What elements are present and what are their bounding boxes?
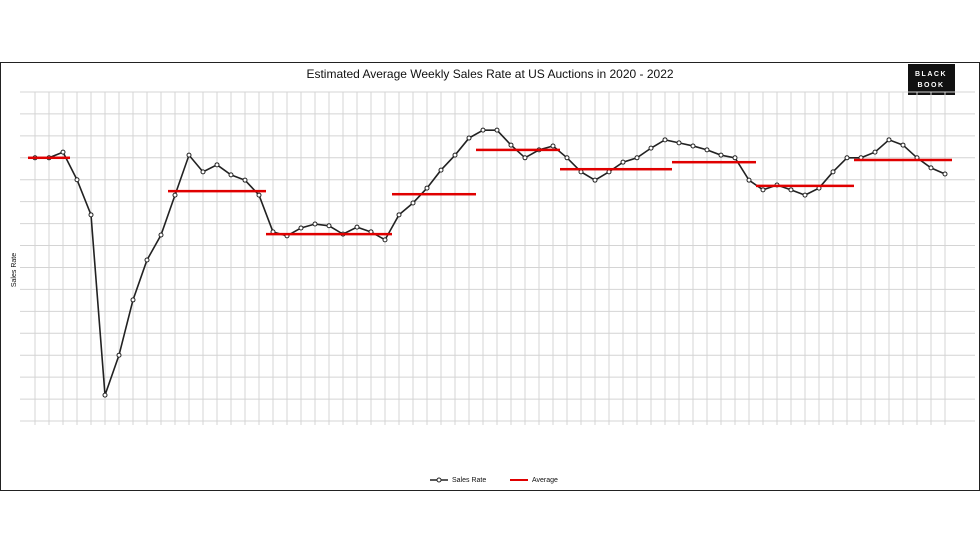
point <box>382 237 388 243</box>
legend-label: Average <box>532 477 558 484</box>
point <box>102 392 108 398</box>
point <box>564 155 570 161</box>
point <box>60 149 66 155</box>
point <box>550 143 556 149</box>
point <box>592 177 598 183</box>
point <box>690 143 696 149</box>
point <box>452 152 458 158</box>
point <box>88 212 94 218</box>
point <box>396 212 402 218</box>
chart-title: Estimated Average Weekly Sales Rate at U… <box>306 67 673 81</box>
point <box>704 147 710 153</box>
logo-text: BLACK <box>915 71 947 78</box>
point <box>634 155 640 161</box>
point <box>172 192 178 198</box>
point <box>788 187 794 193</box>
point <box>872 149 878 155</box>
point <box>228 172 234 178</box>
point <box>214 162 220 168</box>
logo-box <box>908 64 955 95</box>
point <box>648 145 654 151</box>
point <box>508 142 514 148</box>
point <box>676 140 682 146</box>
point <box>844 155 850 161</box>
logo-text: BOOK <box>918 82 945 89</box>
point <box>480 127 486 133</box>
point <box>928 165 934 171</box>
point <box>186 152 192 158</box>
chart-frame <box>0 62 980 491</box>
point <box>158 232 164 238</box>
point <box>732 155 738 161</box>
point <box>900 142 906 148</box>
point <box>620 159 626 165</box>
point <box>494 127 500 133</box>
point <box>662 137 668 143</box>
point <box>424 185 430 191</box>
legend-marker <box>436 477 442 483</box>
point <box>130 297 136 303</box>
point <box>438 167 444 173</box>
point <box>298 225 304 231</box>
point <box>466 135 472 141</box>
point <box>354 224 360 230</box>
point <box>74 177 80 183</box>
point <box>942 171 948 177</box>
y-axis-label: Sales Rate <box>11 253 18 287</box>
point <box>830 169 836 175</box>
point <box>242 177 248 183</box>
point <box>326 223 332 229</box>
point <box>410 200 416 206</box>
point <box>522 155 528 161</box>
legend-label: Sales Rate <box>452 477 486 484</box>
point <box>312 221 318 227</box>
point <box>718 152 724 158</box>
point <box>886 137 892 143</box>
point <box>746 177 752 183</box>
point <box>116 352 122 358</box>
point <box>256 192 262 198</box>
point <box>802 192 808 198</box>
point <box>760 187 766 193</box>
point <box>200 169 206 175</box>
point <box>144 257 150 263</box>
